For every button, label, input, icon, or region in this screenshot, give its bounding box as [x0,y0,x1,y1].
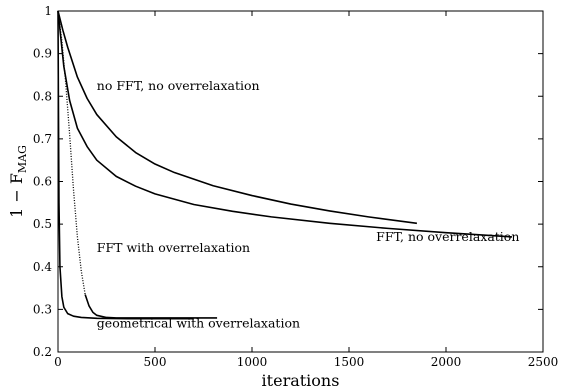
y-tick-label: 0.4 [33,260,52,274]
y-tick-label: 0.2 [33,345,52,359]
series-line-1 [57,10,418,225]
x-tick-label: 1000 [237,355,268,369]
y-tick-label: 0.9 [33,47,52,61]
axes [57,10,544,353]
y-axis-title-main: 1 − F [7,173,26,218]
annotations: no FFT, no overrelaxation FFT, no overrel… [97,78,520,330]
plot-frame [57,10,544,353]
series-line-4 [57,10,194,320]
y-tick-label: 0.8 [33,89,52,103]
y-tick-label: 0.3 [33,302,52,316]
x-tick-label: 1500 [334,355,365,369]
y-axis-title-subscript: MAG [16,145,29,173]
annotation-label: geometrical with overrelaxation [97,315,300,330]
series-line-3-dotted [57,10,86,295]
x-tick-label: 2500 [528,355,559,369]
y-tick-label: 0.7 [33,132,52,146]
x-tick-label: 500 [144,355,167,369]
y-tick-label: 0.5 [33,217,52,231]
annotation-label: no FFT, no overrelaxation [97,78,260,93]
x-tick-label: 2000 [431,355,462,369]
y-tick-label: 1 [44,4,52,18]
annotation-label: FFT with overrelaxation [97,240,250,255]
series-layer [57,10,513,320]
y-axis-title: 1 − FMAG [7,145,29,218]
x-axis-title: iterations [262,371,340,389]
y-axis-ticks: 0.2 0.3 0.4 0.5 0.6 0.7 0.8 0.9 1 [33,4,543,359]
annotation-label: FFT, no overrelaxation [376,229,519,244]
x-tick-label: 0 [54,355,62,369]
series-line-2 [57,10,513,238]
y-tick-label: 0.6 [33,175,52,189]
x-axis-ticks: 0 500 1000 1500 2000 2500 [54,11,558,369]
